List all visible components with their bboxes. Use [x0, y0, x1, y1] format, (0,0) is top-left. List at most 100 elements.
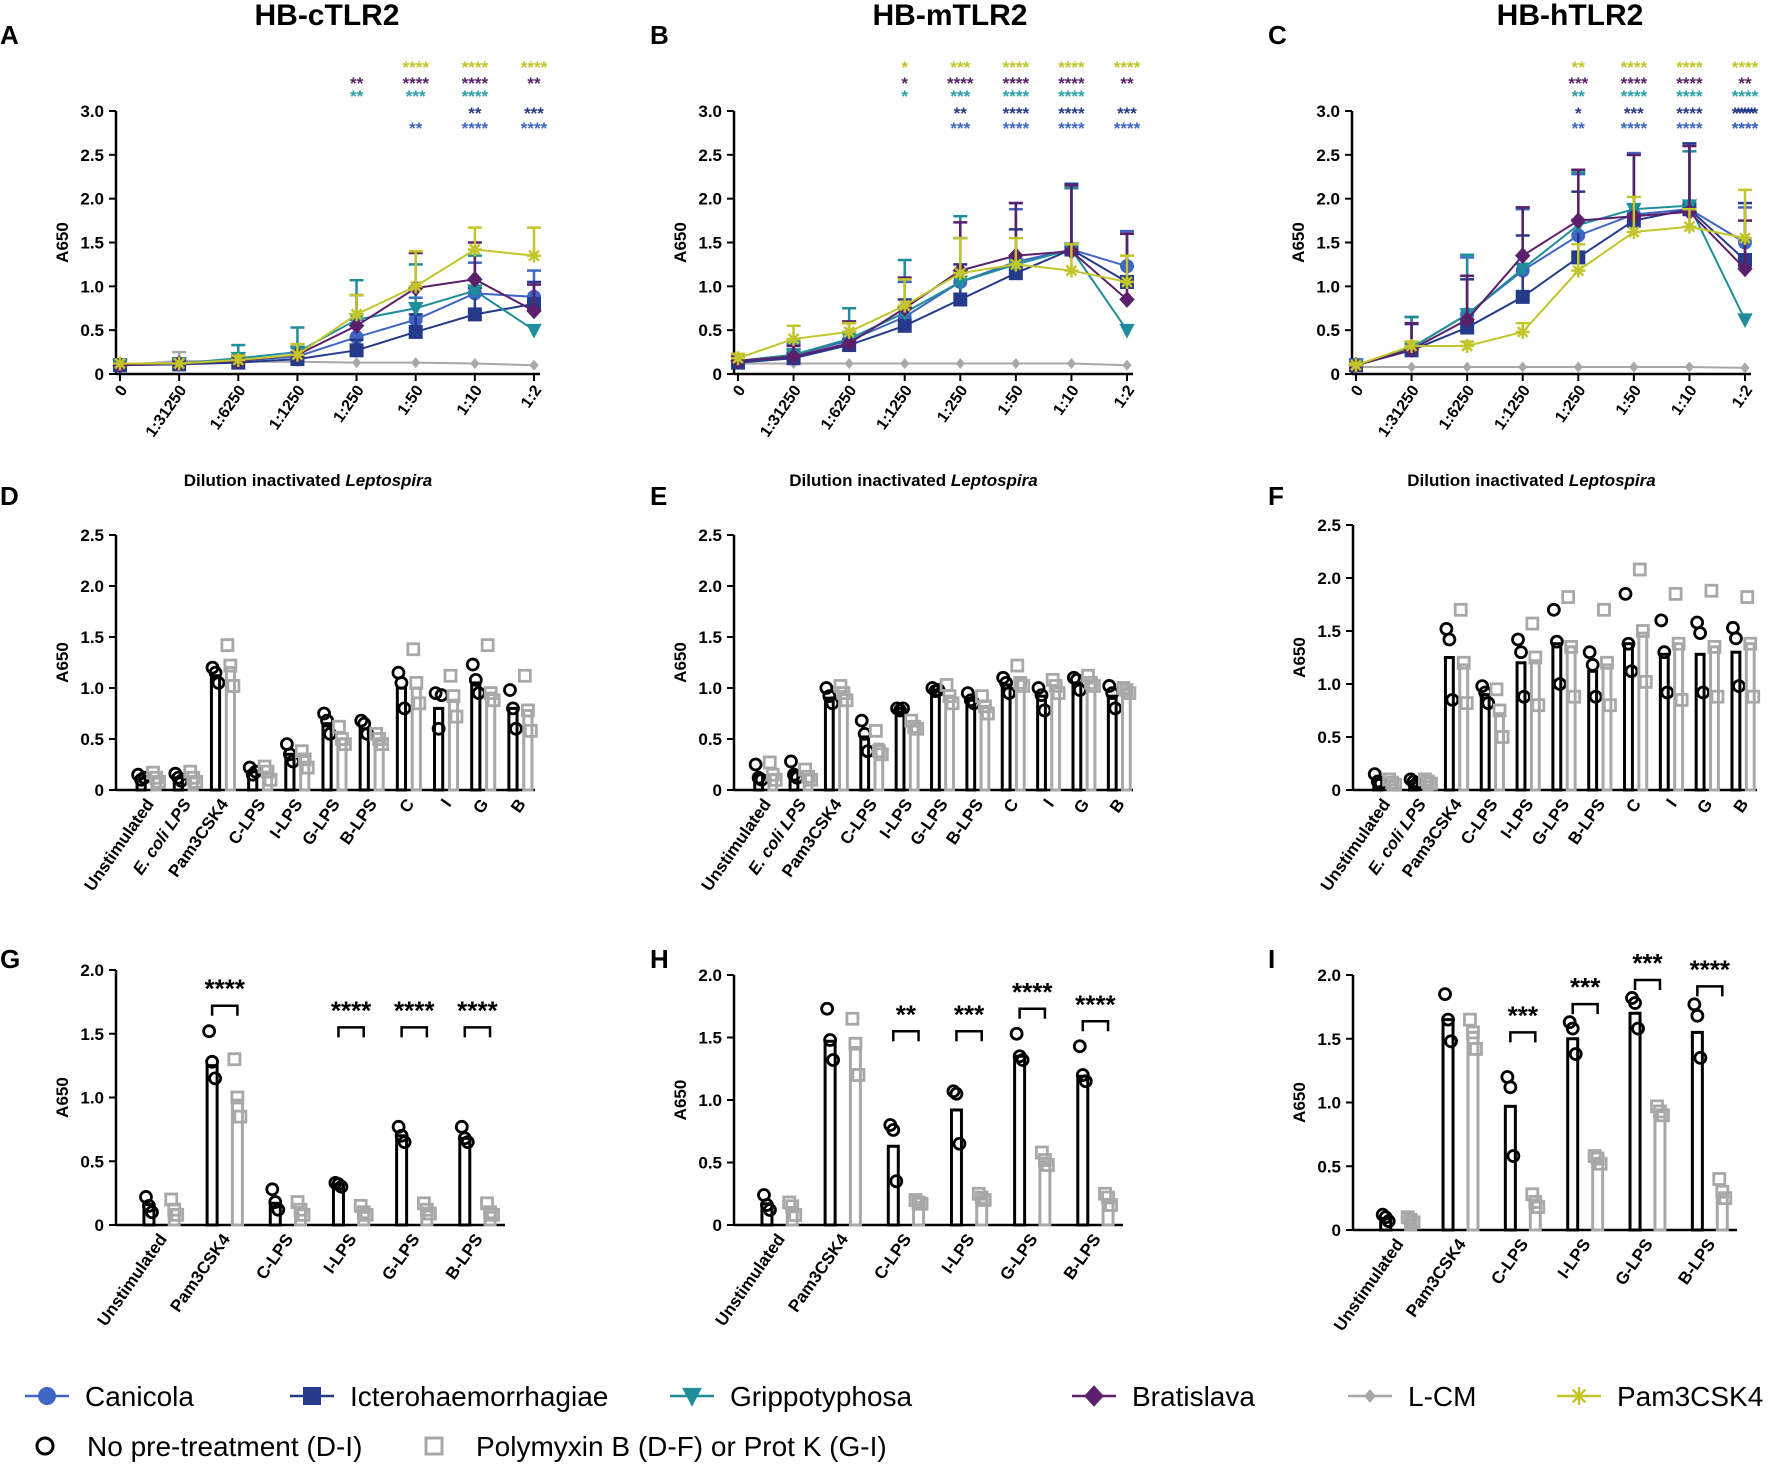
replicate-point	[1453, 602, 1468, 617]
bar	[1715, 1192, 1729, 1232]
data-point	[408, 324, 423, 339]
x-tick-label: Unstimulated	[94, 1230, 171, 1329]
series-pam3csk4	[1349, 188, 1752, 373]
replicate-point	[290, 1195, 305, 1209]
data-point	[1407, 361, 1417, 373]
y-tick-label: 1.5	[698, 628, 722, 647]
replicate-point	[320, 713, 334, 728]
replicate-point	[394, 676, 409, 690]
replicate-point	[977, 1193, 992, 1207]
significance-mark: ***	[1735, 104, 1755, 123]
x-tick-label: B-LPS	[442, 1230, 487, 1283]
x-axis-title-text: Dilution inactivated	[1407, 471, 1569, 490]
x-tick-label: C-LPS	[252, 1230, 297, 1283]
replicate-point	[317, 706, 331, 721]
replicate-point	[851, 1068, 866, 1082]
y-tick-label: 2.0	[1317, 966, 1341, 985]
y-tick-label: 1.5	[1317, 622, 1341, 641]
bar	[522, 708, 534, 792]
x-tick-label: 1:2	[1111, 382, 1138, 411]
y-tick-label: 0	[1332, 1221, 1341, 1240]
legend-item-pam3csk4: Pam3CSK4	[1557, 1381, 1763, 1412]
replicate-point	[483, 686, 498, 700]
replicate-point	[1740, 590, 1755, 604]
panel-title: HB-mTLR2	[873, 0, 1028, 32]
replicate-point	[1525, 616, 1540, 631]
significance-bracket	[1509, 1031, 1537, 1043]
replicate-point	[230, 1090, 245, 1105]
data-point	[467, 284, 483, 300]
bar	[1479, 693, 1491, 792]
data-point	[842, 324, 857, 339]
replicate-point	[300, 760, 315, 775]
series-line	[119, 302, 535, 367]
replicate-point	[1707, 640, 1722, 654]
replicate-point	[1102, 679, 1117, 693]
x-tick-label: 1:10	[1050, 382, 1082, 418]
y-tick-label: 1.0	[698, 1091, 722, 1110]
y-tick-label: 1.0	[698, 277, 722, 296]
replicate-point	[517, 668, 532, 683]
data-point	[467, 307, 482, 322]
replicate-point	[833, 679, 848, 693]
significance-mark: ****	[1676, 119, 1703, 138]
replicate-point	[978, 699, 992, 714]
replicate-point	[520, 703, 535, 718]
data-point	[1460, 338, 1475, 353]
x-tick-label: G	[469, 795, 492, 817]
replicate-point	[1517, 689, 1531, 704]
data-point	[1462, 361, 1472, 373]
x-tick-label: C-LPS	[1457, 795, 1502, 848]
bar	[1014, 678, 1026, 792]
legend-label: No pre-treatment (D-I)	[87, 1431, 362, 1462]
x-tick-label: 1:50	[1613, 382, 1645, 418]
replicate-point	[1503, 1080, 1518, 1095]
significance-mark: ****	[521, 58, 548, 77]
significance-mark: ****	[1012, 977, 1053, 1007]
significance-mark: ***	[950, 58, 970, 77]
bar	[859, 735, 871, 792]
bar	[470, 681, 482, 792]
replicate-point	[1628, 996, 1642, 1010]
star-stroke	[1065, 264, 1078, 277]
replicate-point	[1531, 1200, 1546, 1214]
legend-marker	[424, 1436, 444, 1456]
x-tick-label: G-LPS	[1528, 795, 1573, 848]
replicate-point	[265, 1182, 280, 1197]
data-point	[526, 323, 542, 339]
star-stroke	[291, 348, 304, 361]
series-grippotyphosa	[1348, 150, 1753, 374]
y-tick-label: 2.5	[698, 146, 722, 165]
y-axis-label: A650	[53, 1077, 72, 1118]
replicate-point	[1456, 655, 1471, 670]
y-tick-label: 0	[1331, 365, 1340, 384]
replicate-point	[819, 681, 834, 695]
x-tick-label: 1:250	[934, 382, 971, 425]
replicate-point	[149, 770, 163, 785]
bar	[321, 722, 333, 792]
replicate-point	[354, 713, 369, 728]
y-tick-label: 3.0	[1316, 102, 1340, 121]
replicate-point	[839, 693, 854, 708]
bar	[1690, 1030, 1704, 1232]
replicate-point	[1690, 1008, 1705, 1023]
x-axis-title-italic: Leptospira	[1569, 471, 1656, 490]
replicate-point	[1381, 1214, 1396, 1228]
significance-mark: ****	[402, 58, 429, 77]
replicate-point	[854, 713, 869, 728]
series-pam3csk4	[113, 226, 541, 371]
series-no-pre-treatment	[757, 1001, 1093, 1227]
data-point	[952, 275, 968, 291]
replicate-point	[294, 744, 309, 759]
significance-mark: ****	[1058, 119, 1085, 138]
bar	[1673, 642, 1685, 792]
y-tick-label: 3.0	[698, 102, 722, 121]
x-tick-label: G-LPS	[298, 795, 343, 848]
significance-mark: **	[1572, 58, 1586, 77]
significance-mark: ****	[1732, 87, 1759, 106]
y-tick-label: 1.5	[698, 234, 722, 253]
bar	[1036, 694, 1047, 792]
significance-mark: ****	[1114, 58, 1141, 77]
replicate-point	[1671, 636, 1686, 651]
data-point	[1515, 262, 1531, 278]
